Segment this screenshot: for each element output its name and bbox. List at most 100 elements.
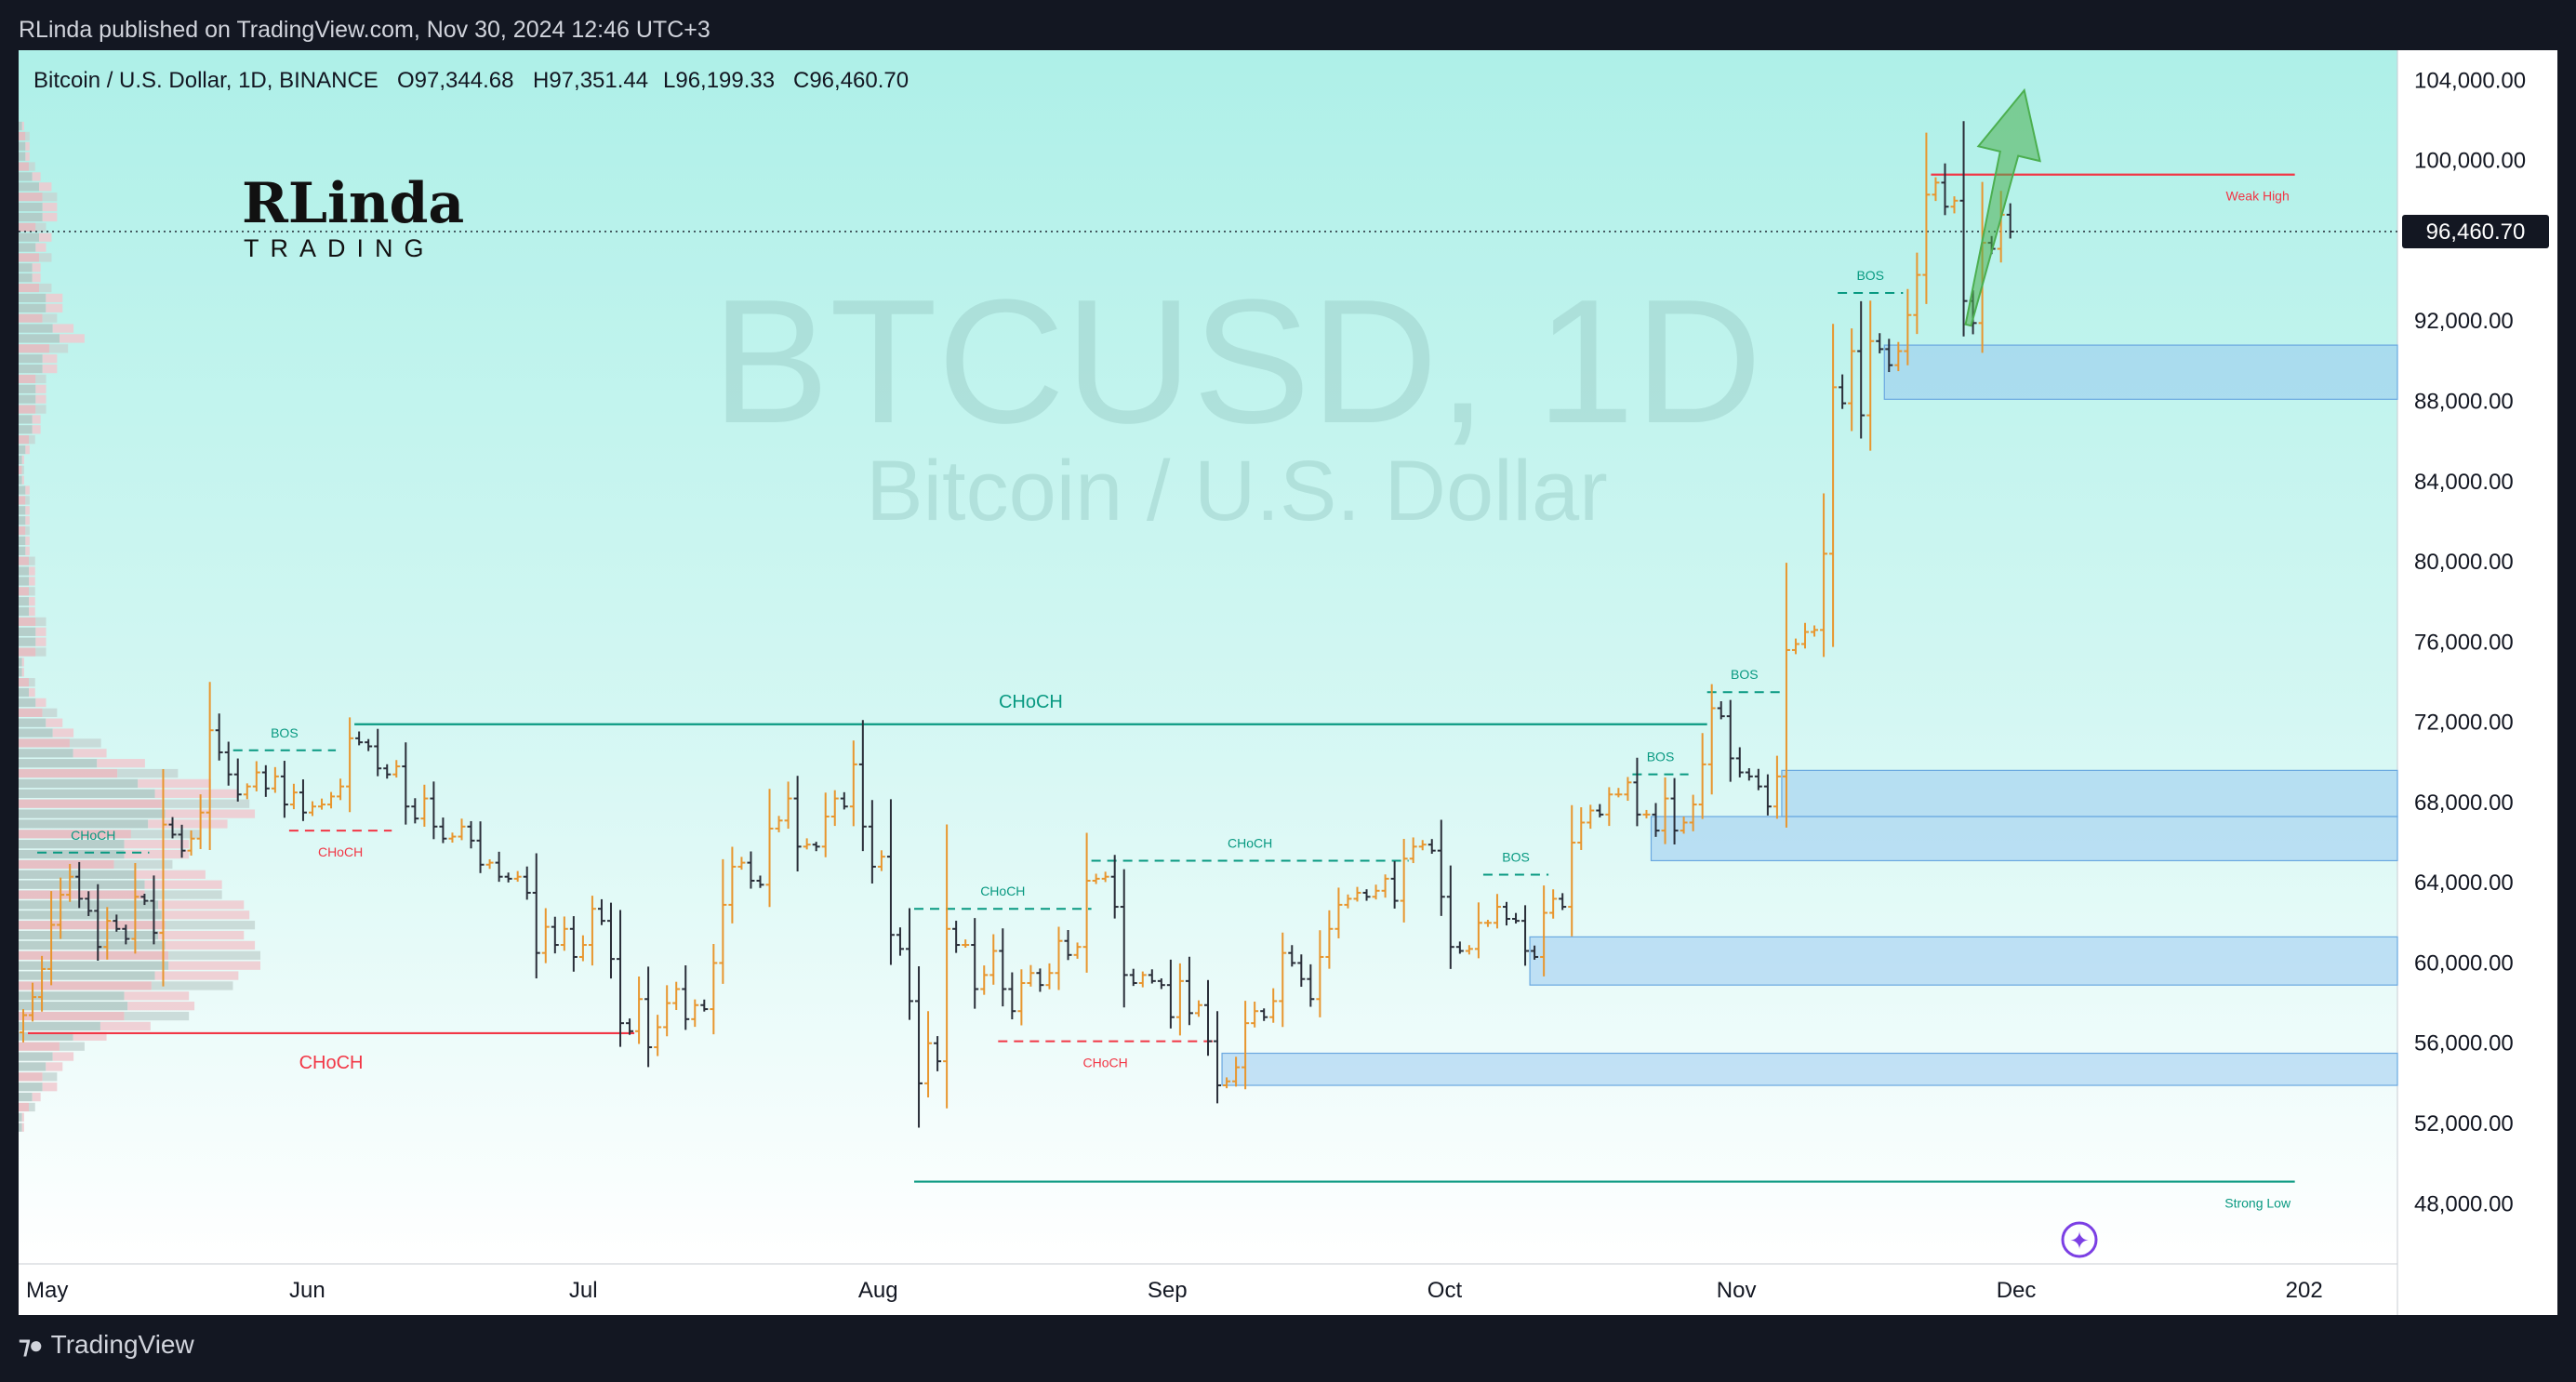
price-bar[interactable] [1082,832,1091,973]
price-bar[interactable] [1455,941,1464,954]
price-bar[interactable] [1325,910,1334,969]
price-bar[interactable] [1120,869,1128,1008]
price-bar[interactable] [1568,804,1576,937]
price-bar[interactable] [224,741,232,786]
price-bar[interactable] [1073,942,1082,959]
price-bar[interactable] [38,955,46,1012]
price-bar[interactable] [1390,860,1399,909]
price-bar[interactable] [1279,932,1287,1028]
price-bar[interactable] [1194,1000,1202,1017]
price-bar[interactable] [29,982,37,1022]
price-bar[interactable] [318,798,326,810]
price-bar[interactable] [886,799,895,965]
price-bar[interactable] [1754,768,1762,791]
price-bar[interactable] [1521,905,1530,966]
price-bar[interactable] [1045,963,1054,990]
price-bar[interactable] [1446,865,1454,969]
price-bar[interactable] [971,918,979,1009]
price-bar[interactable] [812,842,820,852]
price-bar[interactable] [1839,374,1847,409]
chart-frame[interactable]: BTCUSD, 1D Bitcoin / U.S. Dollar BOS CHoCH… [19,50,2557,1315]
price-bar[interactable] [1763,774,1772,816]
price-bar[interactable] [85,891,93,917]
demand-zone[interactable] [1883,344,2398,400]
price-bar[interactable] [365,738,373,751]
price-bar[interactable] [504,872,512,883]
price-bar[interactable] [1670,777,1679,844]
price-bar[interactable] [560,916,568,951]
price-bar[interactable] [934,1036,942,1071]
price-bar[interactable] [411,798,419,824]
price-bar[interactable] [485,858,494,870]
price-bar[interactable] [1885,339,1893,373]
price-bar[interactable] [402,742,410,825]
price-bar[interactable] [337,778,345,801]
price-bar[interactable] [905,908,913,1020]
price-bar[interactable] [1269,988,1278,1023]
price-bar[interactable] [1008,972,1016,1020]
price-bar[interactable] [122,924,130,945]
price-bar[interactable] [103,907,112,960]
price-bar[interactable] [1689,794,1697,831]
price-bar[interactable] [654,1015,662,1056]
price-bar[interactable] [1288,945,1296,967]
price-bar[interactable] [1531,945,1539,960]
price-bar[interactable] [1223,1077,1231,1089]
price-bar[interactable] [747,851,755,889]
price-bar[interactable] [1559,893,1567,910]
price-bar[interactable] [1474,902,1482,959]
price-bar[interactable] [756,875,764,888]
price-bar[interactable] [178,824,186,858]
price-bar[interactable] [1614,788,1623,798]
price-bar[interactable] [1157,978,1165,990]
price-bar[interactable] [915,966,923,1128]
price-bar[interactable] [1307,963,1315,1007]
price-bar[interactable] [1175,963,1184,1036]
price-bar[interactable] [299,779,307,821]
price-bar[interactable] [532,853,540,978]
price-bar[interactable] [215,713,223,761]
price-bar[interactable] [626,1018,634,1035]
demand-zone[interactable] [1221,1052,2398,1086]
price-bar[interactable] [1334,887,1343,938]
price-bar[interactable] [150,875,158,945]
price-bar[interactable] [289,783,298,810]
price-bar[interactable] [495,851,503,883]
price-bar[interactable] [943,824,951,1109]
price-bar[interactable] [1027,964,1035,987]
price-bar[interactable] [476,821,485,873]
price-bar[interactable] [1782,563,1790,828]
price-bar[interactable] [1166,959,1175,1029]
price-bar[interactable] [989,934,998,985]
price-bar[interactable] [578,935,587,962]
price-bar[interactable] [793,776,802,871]
price-bar[interactable] [597,898,605,925]
price-bar[interactable] [1297,954,1306,988]
price-bar[interactable] [1344,894,1352,909]
price-bar[interactable] [1242,1001,1250,1090]
price-bar[interactable] [383,764,392,779]
price-bar[interactable] [1913,252,1921,335]
price-bar[interactable] [467,820,475,849]
price-bar[interactable] [1549,889,1558,919]
price-bar[interactable] [1400,838,1408,923]
bullish-arrow-icon[interactable] [1964,87,2041,327]
demand-zone[interactable] [1529,936,2398,986]
price-bar[interactable] [617,910,625,1047]
price-bar[interactable] [588,896,596,966]
price-bar[interactable] [1362,889,1371,901]
price-bar[interactable] [1064,930,1072,961]
price-bar[interactable] [1848,328,1856,432]
price-bar[interactable] [1959,121,1968,337]
price-bar[interactable] [252,761,260,791]
price-bar[interactable] [606,902,615,979]
price-bar[interactable] [392,760,401,778]
price-bar[interactable] [1214,1011,1222,1104]
price-bar[interactable] [952,921,961,953]
price-bar[interactable] [924,1011,933,1097]
price-bar[interactable] [999,928,1007,1007]
price-bar[interactable] [1110,855,1119,919]
price-bar[interactable] [57,877,65,939]
price-bar[interactable] [243,783,251,800]
price-bar[interactable] [1922,132,1931,304]
